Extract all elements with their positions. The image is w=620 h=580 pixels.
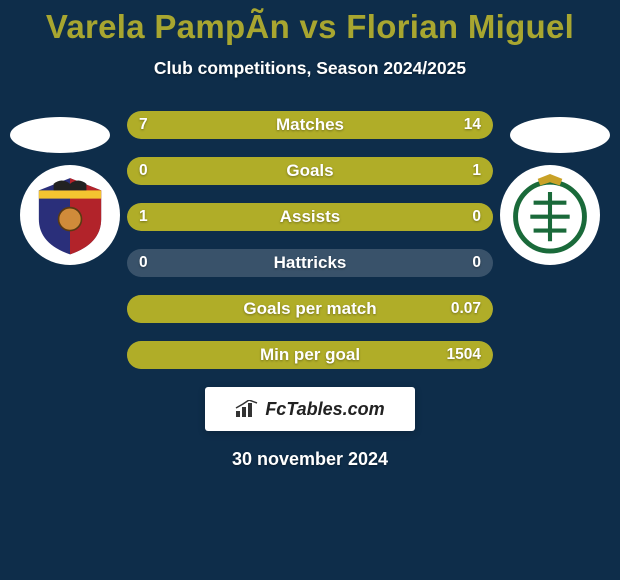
logo-text: FcTables.com: [265, 399, 384, 420]
stat-value-right: 0: [472, 203, 481, 231]
stat-row: Min per goal1504: [127, 341, 493, 369]
subtitle: Club competitions, Season 2024/2025: [154, 58, 466, 79]
stat-row: Matches7 14: [127, 111, 493, 139]
stat-value-right: 1504: [447, 341, 481, 369]
stat-row: Goals0 1: [127, 157, 493, 185]
stats-area: Matches714Goals01Assists10Hattricks00Goa…: [0, 111, 620, 369]
team-crest-left: [20, 165, 120, 265]
stat-value-left: 7: [139, 111, 148, 139]
stat-row: Hattricks0 0: [127, 249, 493, 277]
stat-row: Goals per match0.07: [127, 295, 493, 323]
chart-icon: [235, 400, 259, 418]
stat-label: Hattricks: [127, 249, 493, 277]
stat-row: Assists1 0: [127, 203, 493, 231]
stat-label: Goals: [127, 157, 493, 185]
stat-value-right: 14: [464, 111, 481, 139]
stat-value-left: 0: [139, 249, 148, 277]
stat-label: Assists: [127, 203, 493, 231]
stat-label: Goals per match: [127, 295, 493, 323]
team-crest-right: [500, 165, 600, 265]
player-marker-right: [510, 117, 610, 153]
page-title: Varela PampÃ­n vs Florian Miguel: [46, 8, 574, 46]
stat-value-right: 0: [472, 249, 481, 277]
player-marker-left: [10, 117, 110, 153]
shield-right-icon: [509, 174, 591, 256]
stat-value-left: 1: [139, 203, 148, 231]
stat-label: Matches: [127, 111, 493, 139]
source-logo: FcTables.com: [205, 387, 415, 431]
stat-value-right: 0.07: [451, 295, 481, 323]
stat-value-left: 0: [139, 157, 148, 185]
shield-left-icon: [29, 174, 111, 256]
stat-label: Min per goal: [127, 341, 493, 369]
date-label: 30 november 2024: [232, 449, 388, 470]
infographic-container: Varela PampÃ­n vs Florian Miguel Club co…: [0, 0, 620, 580]
stat-bar-list: Matches714Goals01Assists10Hattricks00Goa…: [127, 111, 493, 369]
stat-value-right: 1: [472, 157, 481, 185]
